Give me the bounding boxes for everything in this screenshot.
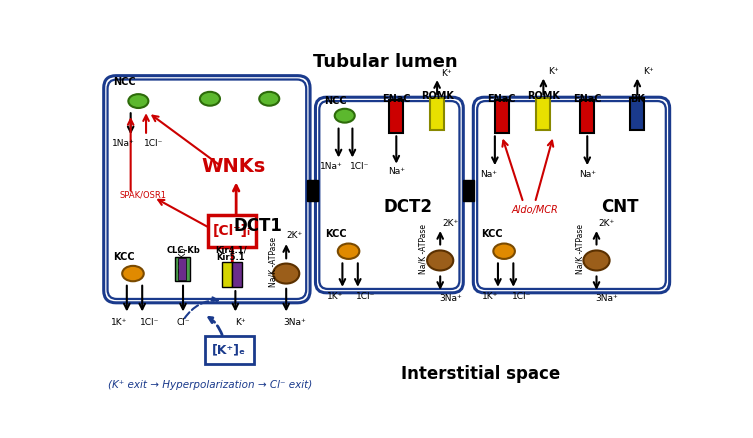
- Text: 1Cl⁻: 1Cl⁻: [512, 292, 532, 301]
- Bar: [307, 180, 318, 201]
- Ellipse shape: [427, 251, 453, 271]
- Bar: [536, 98, 550, 131]
- Text: Na/K -ATPase: Na/K -ATPase: [575, 224, 584, 274]
- Text: 1Cl⁻: 1Cl⁻: [350, 162, 370, 171]
- Text: Kir5.1: Kir5.1: [216, 253, 245, 262]
- Ellipse shape: [122, 266, 144, 281]
- Ellipse shape: [128, 94, 148, 108]
- Text: 1Cl⁻: 1Cl⁻: [140, 318, 160, 327]
- Text: 1Na⁺: 1Na⁺: [319, 162, 342, 171]
- Ellipse shape: [334, 109, 355, 123]
- Ellipse shape: [273, 264, 299, 283]
- Text: 3Na⁺: 3Na⁺: [595, 294, 618, 304]
- Text: 1Cl⁻: 1Cl⁻: [356, 292, 375, 301]
- Text: 1K⁺: 1K⁺: [327, 292, 343, 301]
- Text: 2K⁺: 2K⁺: [599, 219, 614, 228]
- Text: ENaC: ENaC: [487, 94, 516, 104]
- Text: CLC-Kb: CLC-Kb: [178, 247, 187, 274]
- Text: SPAK/OSR1: SPAK/OSR1: [119, 191, 166, 200]
- Ellipse shape: [584, 251, 610, 271]
- Text: Tubular lumen: Tubular lumen: [313, 53, 458, 71]
- Text: Na/K -ATPase: Na/K -ATPase: [419, 224, 428, 274]
- Text: 3Na⁺: 3Na⁺: [439, 294, 462, 304]
- Bar: [495, 100, 509, 133]
- FancyBboxPatch shape: [205, 336, 254, 364]
- Text: 1Cl⁻: 1Cl⁻: [144, 139, 163, 148]
- Text: KCC: KCC: [113, 251, 135, 261]
- Text: K⁺: K⁺: [236, 318, 246, 327]
- Text: K⁺: K⁺: [548, 67, 559, 75]
- Text: Cl⁻: Cl⁻: [176, 318, 190, 327]
- Text: KCC: KCC: [481, 229, 503, 239]
- Text: Na⁺: Na⁺: [579, 170, 596, 179]
- Text: 1Na⁺: 1Na⁺: [111, 139, 134, 148]
- Ellipse shape: [338, 244, 359, 259]
- Text: Aldo/MCR: Aldo/MCR: [511, 205, 558, 215]
- Text: Kir4.1/: Kir4.1/: [215, 246, 246, 255]
- Text: K⁺: K⁺: [643, 67, 654, 75]
- Text: 1K⁺: 1K⁺: [482, 292, 498, 301]
- Bar: [232, 262, 242, 286]
- Text: Na⁺: Na⁺: [388, 167, 405, 177]
- Text: ENaC: ENaC: [573, 94, 602, 104]
- Text: Interstitial space: Interstitial space: [401, 365, 561, 383]
- Text: BK: BK: [630, 94, 645, 104]
- Text: 1K⁺: 1K⁺: [111, 318, 127, 327]
- Text: CNT: CNT: [601, 198, 639, 215]
- Text: [K⁺]ₑ: [K⁺]ₑ: [212, 343, 246, 356]
- Text: Na⁺: Na⁺: [480, 170, 497, 179]
- Text: K⁺: K⁺: [441, 69, 452, 78]
- Bar: [221, 262, 231, 286]
- Bar: [389, 100, 404, 133]
- Text: 2K⁺: 2K⁺: [287, 231, 303, 240]
- Text: 3Na⁺: 3Na⁺: [283, 318, 306, 327]
- Text: (K⁺ exit → Hyperpolarization → Cl⁻ exit): (K⁺ exit → Hyperpolarization → Cl⁻ exit): [108, 380, 312, 390]
- Text: NCC: NCC: [113, 77, 136, 87]
- Bar: [463, 180, 474, 201]
- Text: Na/K -ATPase: Na/K -ATPase: [269, 237, 278, 287]
- Text: NCC: NCC: [324, 96, 346, 106]
- Text: ROMK: ROMK: [421, 92, 453, 102]
- Text: ENaC: ENaC: [382, 94, 410, 104]
- FancyBboxPatch shape: [209, 215, 256, 247]
- Text: WNKs: WNKs: [201, 157, 265, 176]
- Bar: [430, 98, 444, 131]
- Text: CLC-Kb: CLC-Kb: [166, 246, 200, 255]
- Bar: [630, 98, 645, 131]
- Ellipse shape: [200, 92, 220, 106]
- Bar: [175, 257, 190, 281]
- Text: DCT2: DCT2: [383, 198, 432, 215]
- Text: KCC: KCC: [325, 229, 347, 239]
- Text: ROMK: ROMK: [527, 92, 559, 102]
- Ellipse shape: [493, 244, 515, 259]
- Text: DCT1: DCT1: [233, 217, 282, 235]
- Ellipse shape: [259, 92, 279, 106]
- Bar: [581, 100, 594, 133]
- Text: [Cl⁻]ᵢ: [Cl⁻]ᵢ: [213, 224, 252, 238]
- Bar: [178, 258, 186, 280]
- Text: 2K⁺: 2K⁺: [442, 219, 459, 228]
